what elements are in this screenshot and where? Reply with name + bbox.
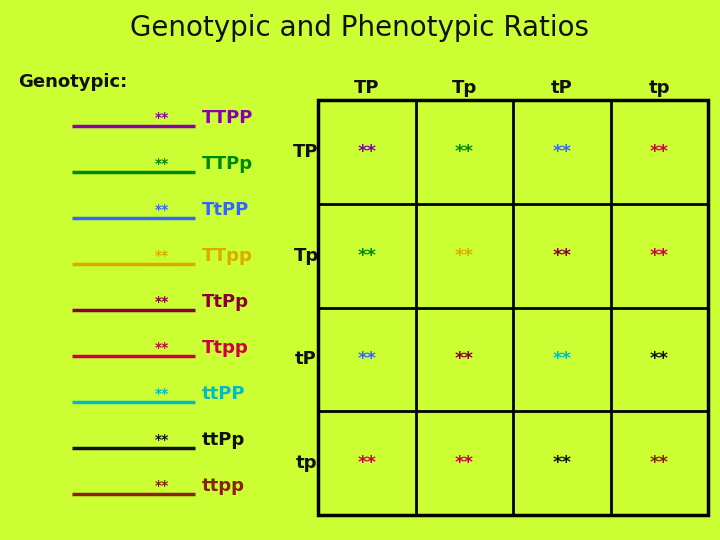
Text: **: **: [357, 454, 377, 472]
Text: **: **: [155, 111, 169, 125]
Text: **: **: [649, 247, 669, 265]
Text: TtPP: TtPP: [202, 201, 249, 219]
Text: **: **: [649, 350, 669, 368]
Text: **: **: [649, 454, 669, 472]
Text: TP: TP: [293, 143, 319, 161]
Text: **: **: [552, 350, 571, 368]
Text: tp: tp: [295, 454, 317, 472]
Text: TP: TP: [354, 79, 379, 97]
Text: Ttpp: Ttpp: [202, 339, 248, 357]
Text: tP: tP: [295, 350, 317, 368]
Text: Genotypic and Phenotypic Ratios: Genotypic and Phenotypic Ratios: [130, 14, 590, 42]
Text: **: **: [357, 350, 377, 368]
Text: **: **: [357, 247, 377, 265]
Text: ttPp: ttPp: [202, 431, 246, 449]
Text: TTPP: TTPP: [202, 109, 253, 127]
Text: Tp: Tp: [293, 247, 319, 265]
Text: **: **: [155, 203, 169, 217]
Text: TTpp: TTpp: [202, 247, 253, 265]
Text: **: **: [455, 143, 474, 161]
Text: tP: tP: [551, 79, 572, 97]
Text: **: **: [552, 454, 571, 472]
Text: **: **: [155, 295, 169, 309]
Text: tp: tp: [649, 79, 670, 97]
Text: **: **: [155, 387, 169, 401]
Bar: [318, 100, 708, 515]
Text: **: **: [155, 479, 169, 493]
Text: **: **: [155, 249, 169, 263]
Text: **: **: [155, 341, 169, 355]
Text: **: **: [552, 143, 571, 161]
Text: **: **: [357, 143, 377, 161]
Text: **: **: [649, 143, 669, 161]
Text: **: **: [455, 350, 474, 368]
Text: **: **: [552, 247, 571, 265]
Text: Genotypic:: Genotypic:: [18, 73, 127, 91]
Text: **: **: [455, 454, 474, 472]
Text: TTPp: TTPp: [202, 155, 253, 173]
Text: ttPP: ttPP: [202, 385, 246, 403]
Text: **: **: [155, 433, 169, 447]
Text: ttpp: ttpp: [202, 477, 245, 495]
Text: **: **: [155, 157, 169, 171]
Text: TtPp: TtPp: [202, 293, 249, 311]
Text: Tp: Tp: [451, 79, 477, 97]
Text: **: **: [455, 247, 474, 265]
